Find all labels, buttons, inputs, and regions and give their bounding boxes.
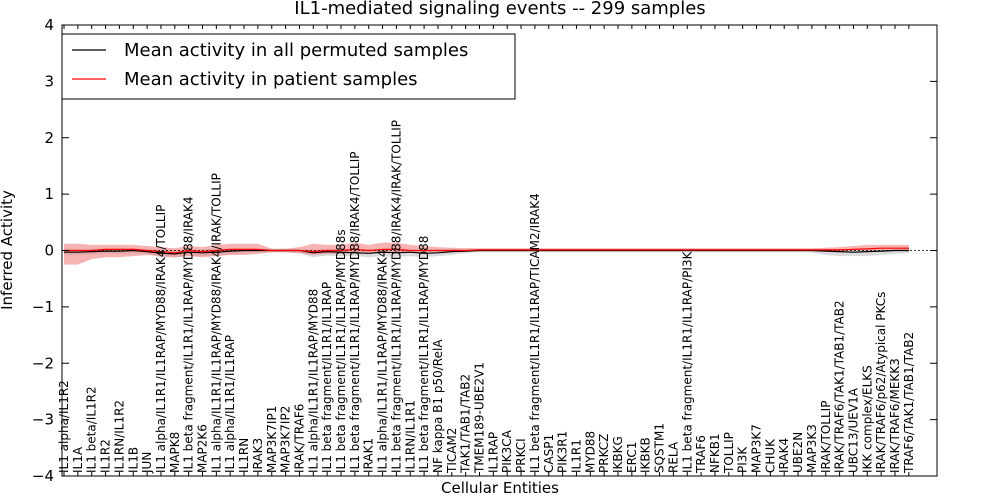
xtick-label: IL1 alpha/IL1R1/IL1RAP: [223, 335, 237, 473]
xtick-label: IKBKB: [639, 437, 653, 473]
xtick-label: IL1 beta fragment/IL1R1/IL1RAP/MYD88/IRA…: [182, 196, 196, 473]
xtick-label: IRAK1: [362, 438, 376, 473]
xtick-label: IRAK/TRAF6/MEKK3: [888, 358, 902, 473]
xtick-label: IL1 alpha/IL1R1/IL1RAP/MYD88/IRAK4/IRAK/…: [209, 173, 223, 473]
xtick-label: MYD88: [583, 431, 597, 473]
xtick-label: NFKB1: [708, 433, 722, 473]
xtick-label: MAP3K7IP2: [279, 406, 293, 473]
line-series-2: [64, 247, 909, 254]
legend-patient-label: Mean activity in patient samples: [124, 69, 418, 90]
xtick-label: IL1 beta fragment/IL1R1/IL1RAP/MYD88: [417, 236, 431, 473]
xtick-label: IKK complex/ELKS: [860, 365, 874, 473]
xtick-label: PIK3CA: [500, 429, 514, 473]
xtick-label: IL1RN/IL1R2: [112, 400, 126, 473]
xtick-label: IRAK/TRAF6: [292, 404, 306, 473]
xtick-label: TMEM189-UBE2V1: [473, 362, 487, 474]
xtick-label: TOLLIP: [722, 432, 736, 474]
ytick-label: −4: [32, 467, 54, 485]
ytick-label: −3: [32, 411, 54, 429]
xtick-label: IRAK/TRAF6/TAK1/TAB1/TAB2: [833, 300, 847, 473]
x-axis-label: Cellular Entities: [441, 479, 559, 497]
xtick-label: IRAK/TRAF6/p62/Atypical PKCs: [874, 292, 888, 473]
xtick-label: NF kappa B1 p50/RelA: [431, 339, 445, 473]
xtick-label: PRKCI: [514, 438, 528, 473]
xtick-label: CASP1: [542, 434, 556, 473]
xtick-label: IL1 beta fragment/IL1R1/IL1RAP/MYD88s: [334, 229, 348, 473]
xtick-label: SQSTM1: [653, 423, 667, 473]
xtick-label: MAP3K7: [750, 424, 764, 473]
legend-box: [61, 33, 516, 100]
xtick-label: TAK1/TAB1/TAB2: [459, 374, 473, 474]
chart-title: IL1-mediated signaling events -- 299 sam…: [294, 0, 705, 19]
band-series-2: [64, 242, 909, 265]
xtick-label: IL1 beta fragment/IL1R1/IL1RAP/TICAM2/IR…: [528, 193, 542, 473]
xtick-label: IL1 beta fragment/IL1R1/IL1RAP/MYD88/IRA…: [348, 152, 362, 473]
x-axis: IL1 alpha/IL1R2 IL1A IL1 beta/IL1R2 IL1R2 IL…: [57, 25, 916, 476]
xtick-label: ERC1: [625, 442, 639, 473]
xtick-label: IL1 beta fragment/IL1R1/IL1RAP/PI3K: [680, 250, 694, 473]
xtick-label: IRAK3: [251, 438, 265, 473]
ytick-label: 2: [44, 129, 54, 147]
xtick-label: UBE2N: [791, 432, 805, 473]
xtick-label: IL1 beta fragment/IL1R1/IL1RAP/MYD88/IRA…: [389, 120, 403, 473]
xtick-label: IKBKG: [611, 436, 625, 473]
xtick-label: PI3K: [736, 446, 750, 473]
xtick-label: IRAK4: [777, 438, 791, 473]
xtick-label: IRAK/TOLLIP: [819, 401, 833, 473]
xtick-label: IL1B: [126, 447, 140, 473]
xtick-label: RELA: [666, 441, 680, 473]
xtick-label: JUN: [140, 452, 154, 474]
legend: Mean activity in all permuted samples Me…: [61, 33, 516, 100]
ytick-label: 0: [44, 242, 54, 260]
plot-area: [62, 242, 937, 265]
xtick-label: MAP3K7IP1: [265, 406, 279, 473]
ytick-label: 4: [44, 16, 54, 34]
xtick-label: MAPK8: [168, 432, 182, 473]
xtick-label: TICAM2: [445, 428, 459, 474]
ytick-label: −2: [32, 354, 54, 372]
y-axis-label: Inferred Activity: [0, 190, 16, 310]
xtick-label: IL1 beta/IL1R2: [85, 386, 99, 473]
xtick-label: IL1RN/IL1R1: [403, 400, 417, 473]
y-axis: −4 −3 −2 −1 0 1 2 3 4: [32, 16, 937, 485]
xtick-label: IL1A: [71, 446, 85, 473]
xtick-label: MAP2K6: [196, 424, 210, 473]
xtick-label: IL1 alpha/IL1R2: [57, 380, 71, 473]
xtick-label: IL1R2: [99, 439, 113, 473]
xtick-label: MAP3K3: [805, 424, 819, 473]
xtick-label: IL1R1: [569, 439, 583, 473]
ytick-label: 1: [44, 185, 54, 203]
xtick-label: IL1RN: [237, 438, 251, 473]
xtick-label: IL1 alpha/IL1R1/IL1RAP/MYD88/IRAK4/TOLLI…: [154, 205, 168, 473]
xtick-label: PRKCZ: [597, 434, 611, 473]
ytick-label: 3: [44, 72, 54, 90]
xtick-label: TRAF6: [694, 435, 708, 474]
legend-permuted-label: Mean activity in all permuted samples: [124, 40, 468, 61]
ytick-label: −1: [32, 298, 54, 316]
xtick-label: UBC13/UEV1A: [846, 387, 860, 473]
xtick-label: IL1 beta fragment/IL1R1/IL1RAP: [320, 282, 334, 473]
xtick-label: PIK3R1: [556, 431, 570, 473]
xtick-label: TRAF6/TAK1/TAB1/TAB2: [902, 332, 916, 474]
xtick-label: CHUK: [763, 438, 777, 473]
xtick-label: IL1 alpha/IL1R1/IL1RAP/MYD88/IRAK4: [376, 250, 390, 473]
xtick-label: IL1 alpha/IL1R1/IL1RAP/MYD88: [306, 289, 320, 473]
xtick-label: IL1RAP: [486, 432, 500, 473]
